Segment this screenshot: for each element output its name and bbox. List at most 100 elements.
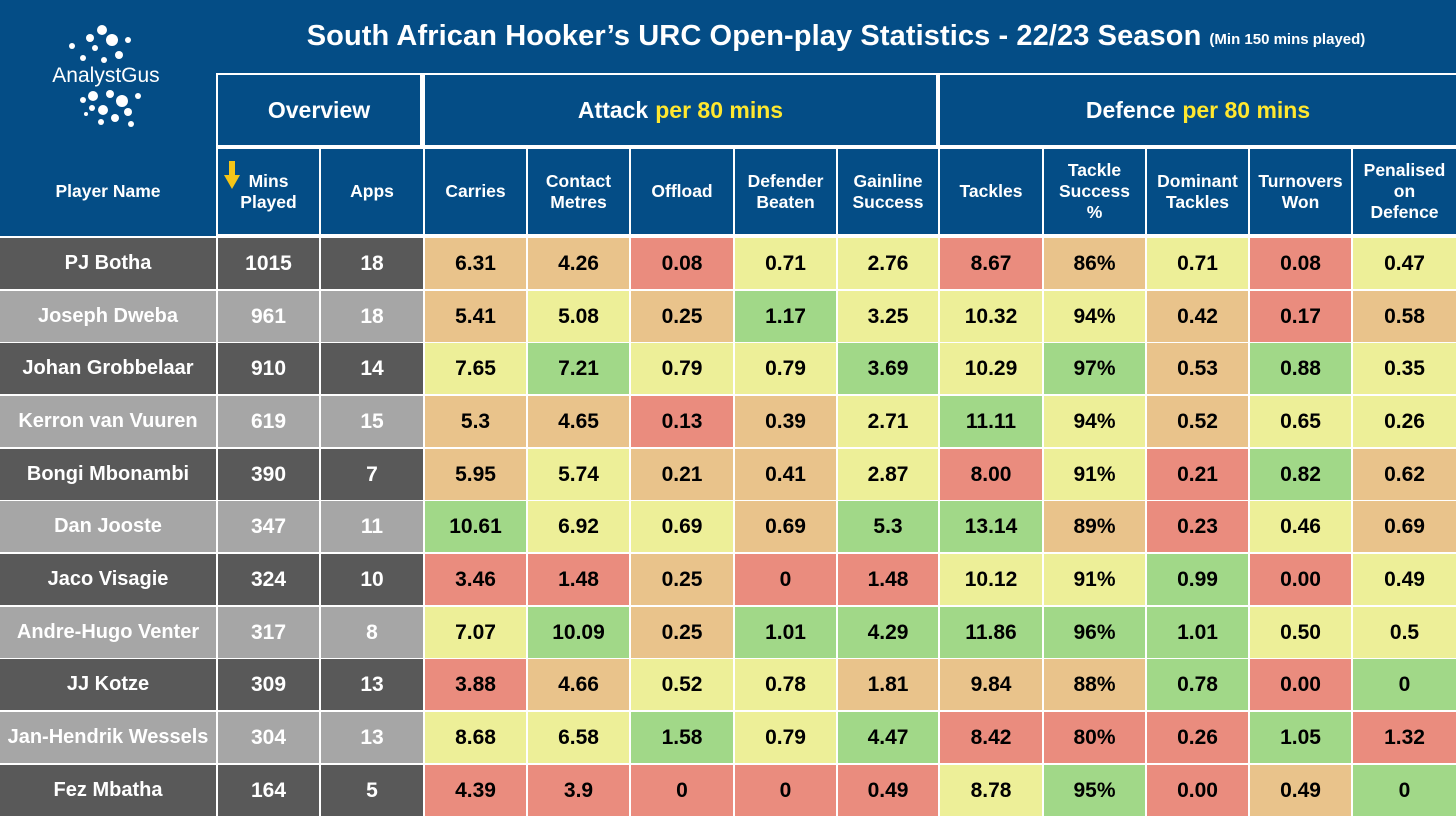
offload-value: 0.25 [631, 554, 733, 605]
dominant-tackles-value: 0.21 [1147, 449, 1248, 500]
col-header-apps: Apps [321, 149, 423, 234]
carries-value: 10.61 [425, 501, 526, 552]
contact-metres-value: 4.66 [528, 659, 629, 710]
defender-beaten-value: 1.17 [735, 291, 836, 342]
logo-dot [124, 108, 132, 116]
apps-value: 11 [321, 501, 423, 552]
penalised-on-defence-value: 0 [1353, 659, 1456, 710]
carries-value: 7.07 [425, 607, 526, 658]
player-name: Kerron van Vuuren [0, 396, 216, 447]
carries-value: 3.46 [425, 554, 526, 605]
tackle-success-value: 97% [1044, 343, 1145, 394]
col-header-tackles: Tackles [940, 149, 1042, 234]
carries-value: 6.31 [425, 238, 526, 289]
apps-value: 13 [321, 659, 423, 710]
gainline-success-value: 2.87 [838, 449, 938, 500]
apps-value: 18 [321, 291, 423, 342]
offload-value: 0.13 [631, 396, 733, 447]
dominant-tackles-value: 0.78 [1147, 659, 1248, 710]
offload-value: 0.21 [631, 449, 733, 500]
apps-value: 13 [321, 712, 423, 763]
logo-dots-icon: AnalystGus [52, 25, 160, 127]
logo-dot [92, 45, 98, 51]
gainline-success-value: 0.49 [838, 765, 938, 816]
apps-value: 5 [321, 765, 423, 816]
turnovers-won-value: 0.17 [1250, 291, 1351, 342]
contact-metres-value: 3.9 [528, 765, 629, 816]
carries-value: 5.3 [425, 396, 526, 447]
tackle-success-value: 96% [1044, 607, 1145, 658]
tackle-success-value: 91% [1044, 554, 1145, 605]
turnovers-won-value: 0.46 [1250, 501, 1351, 552]
turnovers-won-value: 0.50 [1250, 607, 1351, 658]
gainline-success-value: 1.81 [838, 659, 938, 710]
tackle-success-value: 95% [1044, 765, 1145, 816]
tackles-value: 8.00 [940, 449, 1042, 500]
logo-dot [69, 43, 75, 49]
logo-dot [101, 57, 107, 63]
group-header-defence: Defence per 80 mins [940, 75, 1456, 145]
col-header-contact-metres: Contact Metres [528, 149, 629, 234]
penalised-on-defence-value: 0.35 [1353, 343, 1456, 394]
dominant-tackles-value: 0.99 [1147, 554, 1248, 605]
mins-played-value: 961 [218, 291, 319, 342]
logo-dot [125, 37, 131, 43]
gainline-success-value: 3.69 [838, 343, 938, 394]
defender-beaten-value: 0.78 [735, 659, 836, 710]
tackles-value: 13.14 [940, 501, 1042, 552]
col-header-label: Offload [651, 181, 713, 201]
gainline-success-value: 4.47 [838, 712, 938, 763]
tackle-success-value: 89% [1044, 501, 1145, 552]
logo-dot [98, 105, 108, 115]
col-header-label: Contact Metres [545, 170, 612, 212]
logo-dot [89, 105, 95, 111]
col-header-label: Penalised on Defence [1363, 160, 1446, 222]
player-name: Joseph Dweba [0, 291, 216, 342]
turnovers-won-value: 0.65 [1250, 396, 1351, 447]
defender-beaten-value: 0.71 [735, 238, 836, 289]
logo-dot [84, 112, 88, 116]
player-name: Jan-Hendrik Wessels [0, 712, 216, 763]
defender-beaten-value: 0.69 [735, 501, 836, 552]
col-header-gainline-success: Gainline Success [838, 149, 938, 234]
offload-value: 0.25 [631, 291, 733, 342]
col-header-label: Player Name [55, 181, 161, 201]
offload-value: 0.25 [631, 607, 733, 658]
dominant-tackles-value: 0.00 [1147, 765, 1248, 816]
turnovers-won-value: 0.82 [1250, 449, 1351, 500]
offload-value: 0.08 [631, 238, 733, 289]
col-header-label: Mins Played [240, 170, 297, 212]
dominant-tackles-value: 0.53 [1147, 343, 1248, 394]
contact-metres-value: 10.09 [528, 607, 629, 658]
turnovers-won-value: 0.00 [1250, 659, 1351, 710]
group-header-attack: Attack per 80 mins [425, 75, 936, 145]
player-name: Jaco Visagie [0, 554, 216, 605]
col-header-tackle-success: Tackle Success % [1044, 149, 1145, 234]
penalised-on-defence-value: 0.62 [1353, 449, 1456, 500]
turnovers-won-value: 0.08 [1250, 238, 1351, 289]
dominant-tackles-value: 0.42 [1147, 291, 1248, 342]
tackle-success-value: 91% [1044, 449, 1145, 500]
mins-played-value: 1015 [218, 238, 319, 289]
carries-value: 5.41 [425, 291, 526, 342]
defender-beaten-value: 0 [735, 554, 836, 605]
col-header-label: Gainline Success [852, 170, 924, 212]
gainline-success-value: 2.71 [838, 396, 938, 447]
group-label-attack: Attack [577, 96, 649, 123]
apps-value: 8 [321, 607, 423, 658]
mins-played-value: 390 [218, 449, 319, 500]
tackles-value: 8.67 [940, 238, 1042, 289]
penalised-on-defence-value: 0.49 [1353, 554, 1456, 605]
apps-value: 18 [321, 238, 423, 289]
col-header-label: Dominant Tackles [1157, 170, 1238, 212]
dominant-tackles-value: 0.52 [1147, 396, 1248, 447]
logo-dot [106, 90, 114, 98]
mins-played-value: 309 [218, 659, 319, 710]
col-header-turnovers-won: Turnovers Won [1250, 149, 1351, 234]
chart-title: South African Hooker’s URC Open-play Sta… [306, 20, 1202, 52]
apps-value: 15 [321, 396, 423, 447]
defender-beaten-value: 0.79 [735, 343, 836, 394]
defender-beaten-value: 0.39 [735, 396, 836, 447]
turnovers-won-value: 0.00 [1250, 554, 1351, 605]
